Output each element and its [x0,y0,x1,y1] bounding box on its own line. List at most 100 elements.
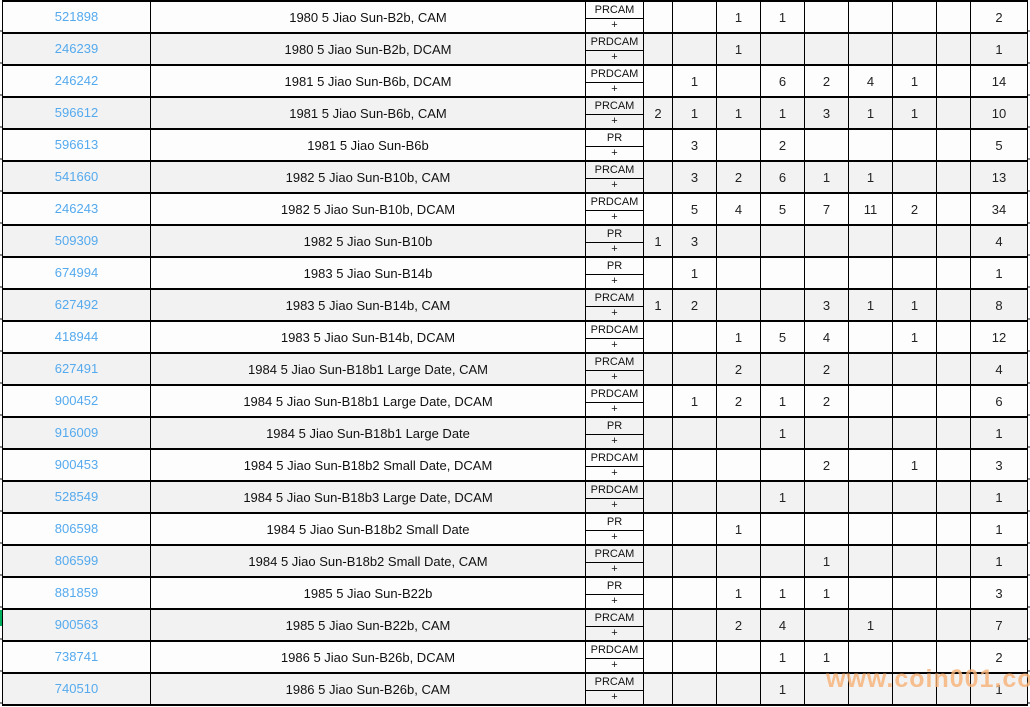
grade-count-8 [936,416,971,450]
plus-designation-label: + [611,658,618,671]
cert-number-link[interactable]: 246242 [54,73,99,88]
designation-cell: PRCAM + [585,608,644,642]
grade-count-8 [936,352,971,386]
grade-count-2: 1 [672,96,717,130]
grade-count-7 [892,128,937,162]
grade-count-4: 1 [760,416,805,450]
grade-count-8 [936,128,971,162]
cert-number-link[interactable]: 738741 [54,649,99,664]
cert-number-link[interactable]: 881859 [54,585,99,600]
cert-number-link[interactable]: 740510 [54,681,99,696]
grade-count-3: 1 [716,96,761,130]
table-row: 246242 1981 5 Jiao Sun-B6b, DCAM PRDCAM … [2,64,1028,98]
grade-count-6 [848,576,893,610]
cert-number-link[interactable]: 806599 [54,553,99,568]
cert-number-link[interactable]: 627492 [54,297,99,312]
coin-description: 1985 5 Jiao Sun-B22b [150,576,586,610]
designation-label: PRDCAM [586,451,643,467]
grade-count-7 [892,608,937,642]
table-row: 246243 1982 5 Jiao Sun-B10b, DCAM PRDCAM… [2,192,1028,226]
designation-label: PR [586,131,643,147]
grade-count-3 [716,640,761,674]
grade-count-8 [936,576,971,610]
total-count: 1 [970,672,1028,706]
cert-number-cell: 900563 [2,608,151,642]
table-row: 806599 1984 5 Jiao Sun-B18b2 Small Date,… [2,544,1028,578]
grade-count-5 [804,32,849,66]
cert-number-link[interactable]: 418944 [54,329,99,344]
grade-count-4 [760,512,805,546]
grade-count-5 [804,256,849,290]
grade-count-6: 1 [848,608,893,642]
grade-count-6 [848,320,893,354]
designation-cell: PRDCAM + [585,32,644,66]
cert-number-link[interactable]: 916009 [54,425,99,440]
grade-count-5 [804,480,849,514]
total-count: 14 [970,64,1028,98]
cert-number-link[interactable]: 509309 [54,233,99,248]
table-row: 881859 1985 5 Jiao Sun-B22b PR + 1 1 1 3 [2,576,1028,610]
cert-number-link[interactable]: 246239 [54,41,99,56]
grade-count-2: 5 [672,192,717,226]
grade-count-2 [672,32,717,66]
cert-number-link[interactable]: 521898 [54,9,99,24]
grade-count-5: 3 [804,96,849,130]
cert-number-link[interactable]: 900452 [54,393,99,408]
designation-label: PRDCAM [586,67,643,83]
grade-count-8 [936,192,971,226]
grade-count-5 [804,608,849,642]
grade-count-7 [892,512,937,546]
cert-number-link[interactable]: 541660 [54,169,99,184]
grade-count-1 [643,608,673,642]
table-row: 596613 1981 5 Jiao Sun-B6b PR + 3 2 5 [2,128,1028,162]
cert-number-link[interactable]: 596613 [54,137,99,152]
coin-description: 1984 5 Jiao Sun-B18b1 Large Date [150,416,586,450]
total-count: 6 [970,384,1028,418]
grade-count-2 [672,0,717,34]
grade-count-3 [716,64,761,98]
grade-count-5: 7 [804,192,849,226]
table-row: 916009 1984 5 Jiao Sun-B18b1 Large Date … [2,416,1028,450]
grade-count-6: 1 [848,96,893,130]
table-row: 521898 1980 5 Jiao Sun-B2b, CAM PRCAM + … [2,0,1028,34]
coin-description: 1985 5 Jiao Sun-B22b, CAM [150,608,586,642]
cert-number-link[interactable]: 900453 [54,457,99,472]
grade-count-2 [672,512,717,546]
cert-number-link[interactable]: 806598 [54,521,99,536]
grade-count-4: 6 [760,64,805,98]
grade-count-2: 3 [672,224,717,258]
cert-number-link[interactable]: 528549 [54,489,99,504]
cert-number-link[interactable]: 246243 [54,201,99,216]
designation-cell: PRCAM + [585,96,644,130]
plus-designation-label: + [611,306,618,319]
grade-count-2 [672,352,717,386]
grade-count-4 [760,32,805,66]
grade-count-3 [716,288,761,322]
coin-description: 1983 5 Jiao Sun-B14b, DCAM [150,320,586,354]
grade-count-4 [760,224,805,258]
table-row: 528549 1984 5 Jiao Sun-B18b3 Large Date,… [2,480,1028,514]
cert-number-link[interactable]: 627491 [54,361,99,376]
grade-count-1 [643,0,673,34]
plus-designation-label: + [611,338,618,351]
grade-count-4: 1 [760,480,805,514]
grade-count-4: 1 [760,96,805,130]
designation-label: PRDCAM [586,643,643,659]
grade-count-5: 2 [804,352,849,386]
cert-number-cell: 806598 [2,512,151,546]
cert-number-link[interactable]: 596612 [54,105,99,120]
designation-cell: PRCAM + [585,352,644,386]
grade-count-2: 3 [672,160,717,194]
cert-number-link[interactable]: 900563 [54,617,99,632]
designation-label: PRDCAM [586,323,643,339]
plus-designation-label: + [611,402,618,415]
cert-number-cell: 627491 [2,352,151,386]
cert-number-link[interactable]: 674994 [54,265,99,280]
grade-count-7 [892,32,937,66]
total-count: 4 [970,224,1028,258]
designation-cell: PRDCAM + [585,192,644,226]
grade-count-1 [643,480,673,514]
grade-count-4: 5 [760,192,805,226]
grade-count-2: 2 [672,288,717,322]
grade-count-1 [643,672,673,706]
